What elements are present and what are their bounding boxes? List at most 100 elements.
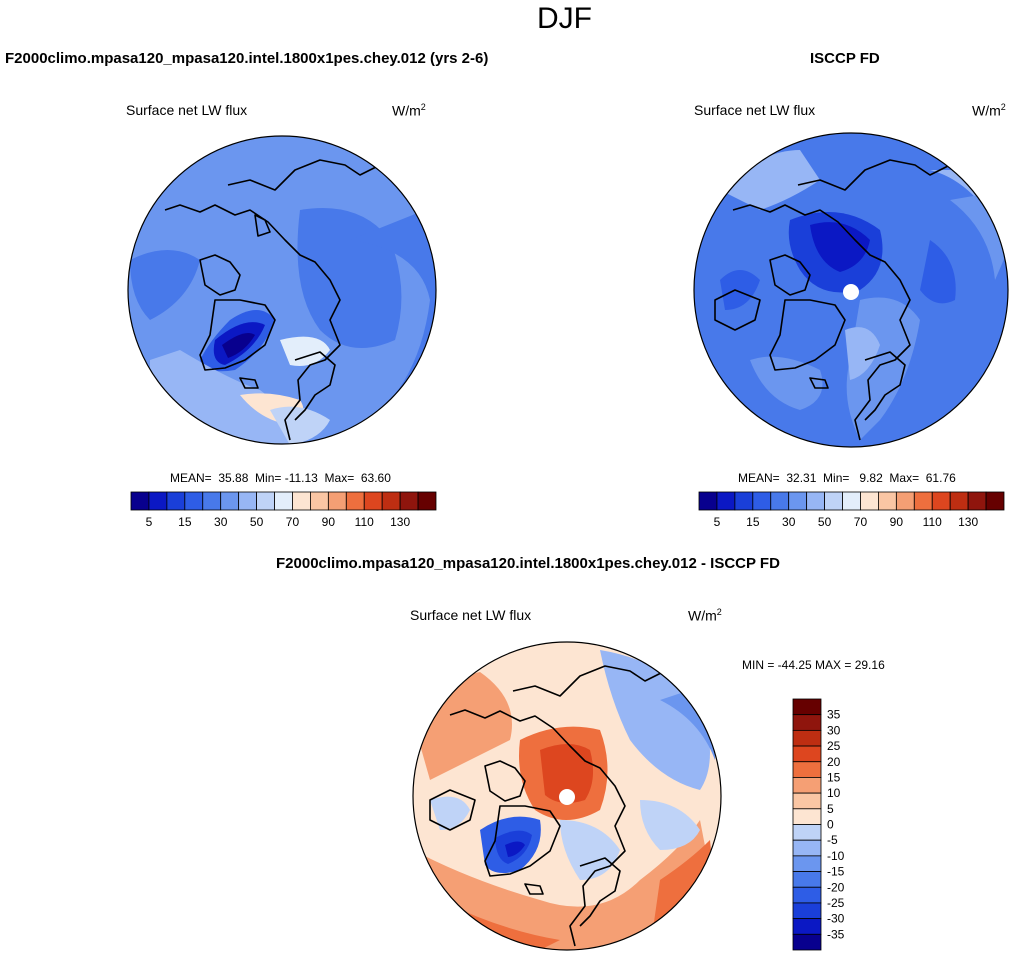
colorbar-swatch [792, 714, 822, 731]
colorbar-swatch [792, 808, 822, 825]
colorbar-swatch [752, 491, 772, 511]
colorbar-tick-label: 90 [322, 515, 336, 529]
map-model [127, 135, 437, 445]
colorbar-swatch [381, 491, 401, 511]
colorbar-swatch [949, 491, 969, 511]
colorbar-tick-label: -35 [827, 927, 845, 941]
colorbar-swatch [202, 491, 222, 511]
panel-diff-title: F2000climo.mpasa120_mpasa120.intel.1800x… [276, 555, 780, 572]
colorbar-tick-label: 5 [827, 802, 834, 816]
colorbar-tick-label: 20 [827, 755, 841, 769]
colorbar-tick-label: 50 [818, 515, 832, 529]
colorbar-swatch [130, 491, 150, 511]
colorbar-swatch [716, 491, 736, 511]
colorbar-swatch [931, 491, 951, 511]
colorbar-tick-label: 50 [250, 515, 264, 529]
units-exponent: 2 [716, 607, 722, 617]
colorbar-swatch [792, 745, 822, 763]
colorbar-swatch [792, 777, 822, 794]
colorbar-swatch [327, 491, 347, 511]
colorbar-swatch [792, 729, 822, 747]
colorbar-swatch [895, 491, 915, 511]
colorbar-swatch [842, 491, 861, 511]
colorbar-swatch [806, 491, 825, 511]
colorbar-swatch [184, 491, 204, 511]
colorbar-swatch [166, 491, 186, 511]
colorbar-swatch [878, 491, 897, 511]
colorbar-swatch [274, 491, 293, 511]
colorbar-tick-label: 5 [146, 515, 153, 529]
colorbar-swatch [792, 839, 822, 857]
panel-model-stats: MEAN= 35.88 Min= -11.13 Max= 63.60 [170, 471, 391, 485]
colorbar-tick-label: -10 [827, 849, 845, 863]
units-base: W/m [688, 607, 717, 624]
colorbar-tick-label: 30 [214, 515, 228, 529]
colorbar-swatch [310, 491, 329, 511]
map-diff [412, 641, 722, 951]
colorbar-swatch [792, 902, 822, 920]
colorbar-tick-label: 5 [714, 515, 721, 529]
colorbar-tick-label: 30 [782, 515, 796, 529]
colorbar-tick-label: 15 [827, 770, 841, 784]
colorbar-tick-label: -25 [827, 896, 845, 910]
colorbar-tick-label: 10 [827, 786, 841, 800]
colorbar-swatch [148, 491, 168, 511]
panel-obs-title: ISCCP FD [810, 50, 880, 67]
colorbar-swatch [913, 491, 933, 511]
page-title: DJF [537, 2, 592, 35]
colorbar-tick-label: -30 [827, 912, 845, 926]
units-exponent: 2 [420, 102, 426, 112]
colorbar-tick-label: 0 [827, 818, 834, 832]
colorbar-swatch [792, 698, 822, 716]
panel-model-variable: Surface net LW flux [126, 102, 248, 118]
units-base: W/m [972, 102, 1001, 119]
colorbar-swatch [967, 491, 987, 511]
colorbar-swatch [770, 491, 790, 511]
colorbar-swatch [399, 491, 419, 511]
colorbar-swatch [792, 918, 822, 935]
colorbar-swatch [292, 491, 311, 511]
panel-diff-variable: Surface net LW flux [410, 607, 532, 623]
colorbar-tick-label: 110 [923, 515, 942, 529]
colorbar-tick-label: 70 [854, 515, 868, 529]
colorbar-swatch [238, 491, 257, 511]
colorbar-swatch [698, 491, 718, 511]
panel-model-title: F2000climo.mpasa120_mpasa120.intel.1800x… [5, 50, 489, 67]
colorbar-swatch [363, 491, 383, 511]
colorbar-swatch [792, 886, 822, 904]
colorbar-tick-label: 35 [827, 708, 841, 722]
colorbar-obs: 5 15 30 50 70 90 110 130 [698, 491, 1005, 529]
colorbar-tick-label: 15 [178, 515, 192, 529]
colorbar-swatch [860, 491, 879, 511]
colorbar-swatch [792, 871, 822, 888]
colorbar-swatch [824, 491, 843, 511]
colorbar-tick-label: 110 [355, 515, 374, 529]
colorbar-tick-label: -5 [827, 833, 838, 847]
colorbar-tick-label: -20 [827, 880, 845, 894]
colorbar-tick-label: -15 [827, 865, 845, 879]
map-obs [693, 132, 1009, 448]
panel-diff-units: W/m2 [688, 607, 722, 624]
colorbar-tick-label: 30 [827, 723, 841, 737]
colorbar-swatch [792, 824, 822, 841]
colorbar-swatch [417, 491, 437, 511]
colorbar-swatch [985, 491, 1005, 511]
colorbar-swatch [792, 792, 822, 810]
colorbar-swatch [788, 491, 808, 511]
panel-obs-stats: MEAN= 32.31 Min= 9.82 Max= 61.76 [738, 471, 956, 485]
colorbar-swatch [734, 491, 754, 511]
colorbar-swatch [792, 761, 822, 778]
units-exponent: 2 [1000, 102, 1006, 112]
colorbar-tick-label: 130 [958, 515, 978, 529]
colorbar-tick-label: 70 [286, 515, 300, 529]
colorbar-swatch [256, 491, 275, 511]
colorbar-tick-label: 15 [746, 515, 760, 529]
panel-obs-variable: Surface net LW flux [694, 102, 816, 118]
panel-model-units: W/m2 [392, 102, 426, 119]
colorbar-swatch [792, 933, 822, 951]
units-base: W/m [392, 102, 421, 119]
colorbar-model: 5 15 30 50 70 90 110 130 [130, 491, 437, 529]
colorbar-swatch [345, 491, 365, 511]
panel-diff-stats: MIN = -44.25 MAX = 29.16 [742, 658, 885, 672]
